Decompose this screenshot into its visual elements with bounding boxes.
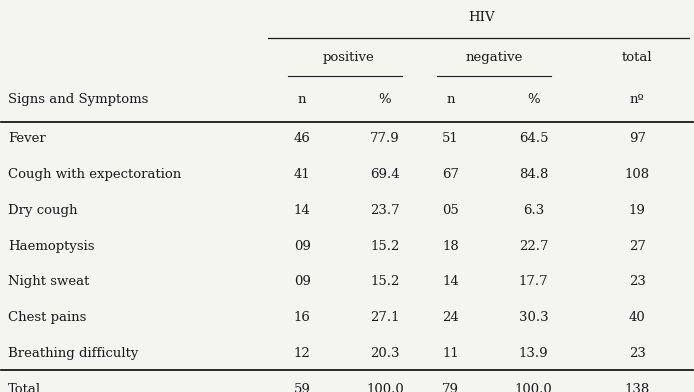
Text: 09: 09 bbox=[294, 275, 310, 289]
Text: nº: nº bbox=[630, 93, 645, 105]
Text: 09: 09 bbox=[294, 240, 310, 252]
Text: Fever: Fever bbox=[8, 132, 46, 145]
Text: 27: 27 bbox=[629, 240, 645, 252]
Text: 59: 59 bbox=[294, 383, 310, 392]
Text: 6.3: 6.3 bbox=[523, 204, 544, 217]
Text: 46: 46 bbox=[294, 132, 310, 145]
Text: Signs and Symptoms: Signs and Symptoms bbox=[8, 93, 149, 105]
Text: 23: 23 bbox=[629, 275, 645, 289]
Text: 19: 19 bbox=[629, 204, 645, 217]
Text: 15.2: 15.2 bbox=[371, 240, 400, 252]
Text: 05: 05 bbox=[442, 204, 459, 217]
Text: 17.7: 17.7 bbox=[519, 275, 548, 289]
Text: 77.9: 77.9 bbox=[370, 132, 400, 145]
Text: 40: 40 bbox=[629, 311, 645, 324]
Text: %: % bbox=[379, 93, 391, 105]
Text: 16: 16 bbox=[294, 311, 310, 324]
Text: 12: 12 bbox=[294, 347, 310, 360]
Text: 14: 14 bbox=[294, 204, 310, 217]
Text: total: total bbox=[622, 51, 652, 64]
Text: positive: positive bbox=[323, 51, 375, 64]
Text: 64.5: 64.5 bbox=[519, 132, 548, 145]
Text: HIV: HIV bbox=[468, 11, 495, 24]
Text: 24: 24 bbox=[442, 311, 459, 324]
Text: 84.8: 84.8 bbox=[519, 168, 548, 181]
Text: 51: 51 bbox=[442, 132, 459, 145]
Text: 100.0: 100.0 bbox=[366, 383, 404, 392]
Text: 41: 41 bbox=[294, 168, 310, 181]
Text: Chest pains: Chest pains bbox=[8, 311, 87, 324]
Text: Night sweat: Night sweat bbox=[8, 275, 90, 289]
Text: 11: 11 bbox=[442, 347, 459, 360]
Text: 13.9: 13.9 bbox=[519, 347, 548, 360]
Text: 18: 18 bbox=[442, 240, 459, 252]
Text: 27.1: 27.1 bbox=[371, 311, 400, 324]
Text: 67: 67 bbox=[442, 168, 459, 181]
Text: 23.7: 23.7 bbox=[370, 204, 400, 217]
Text: Breathing difficulty: Breathing difficulty bbox=[8, 347, 139, 360]
Text: Dry cough: Dry cough bbox=[8, 204, 78, 217]
Text: 15.2: 15.2 bbox=[371, 275, 400, 289]
Text: 22.7: 22.7 bbox=[519, 240, 548, 252]
Text: Total: Total bbox=[8, 383, 42, 392]
Text: n: n bbox=[298, 93, 306, 105]
Text: 100.0: 100.0 bbox=[515, 383, 552, 392]
Text: 14: 14 bbox=[442, 275, 459, 289]
Text: 79: 79 bbox=[442, 383, 459, 392]
Text: 97: 97 bbox=[629, 132, 646, 145]
Text: 23: 23 bbox=[629, 347, 645, 360]
Text: 108: 108 bbox=[625, 168, 650, 181]
Text: n: n bbox=[446, 93, 455, 105]
Text: negative: negative bbox=[465, 51, 523, 64]
Text: Haemoptysis: Haemoptysis bbox=[8, 240, 95, 252]
Text: 69.4: 69.4 bbox=[370, 168, 400, 181]
Text: 30.3: 30.3 bbox=[519, 311, 548, 324]
Text: 138: 138 bbox=[625, 383, 650, 392]
Text: %: % bbox=[527, 93, 540, 105]
Text: Cough with expectoration: Cough with expectoration bbox=[8, 168, 182, 181]
Text: 20.3: 20.3 bbox=[371, 347, 400, 360]
